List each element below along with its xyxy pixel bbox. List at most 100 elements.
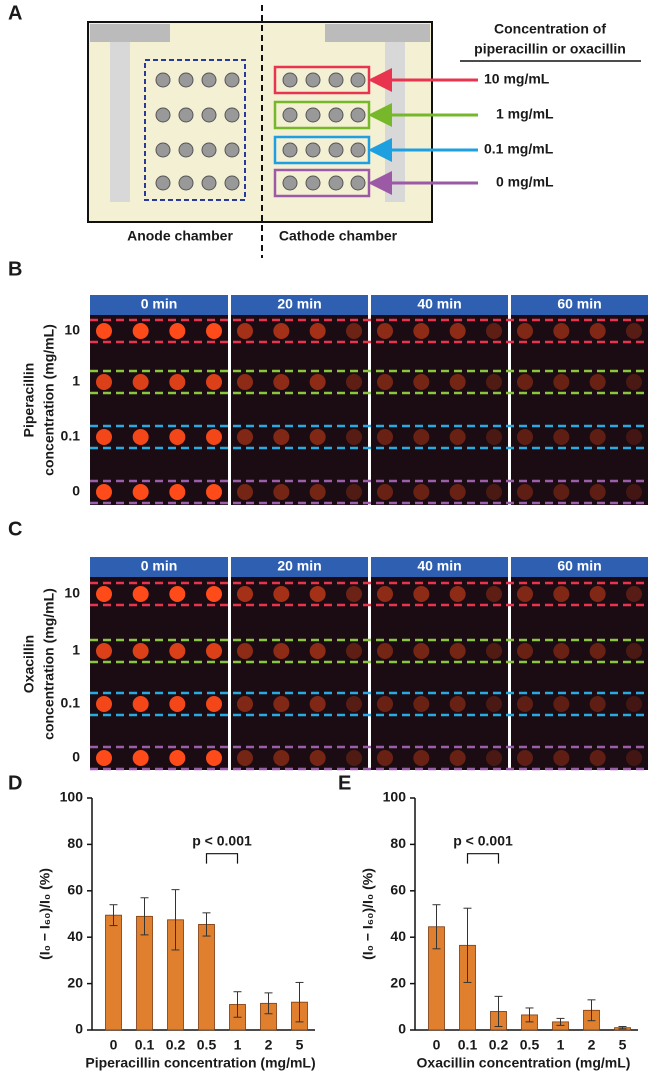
annotation: p < 0.001 (192, 832, 252, 848)
panel-label: E (338, 772, 351, 794)
row-label: 0.1 (61, 428, 81, 444)
significance-bracket (466, 853, 500, 864)
panel-label: D (8, 772, 22, 794)
well (449, 586, 466, 602)
well (206, 696, 222, 712)
time-label: 60 min (557, 558, 601, 574)
row-label: 1 mg/mL (496, 106, 554, 122)
well (377, 323, 393, 339)
well (589, 696, 606, 712)
well (309, 643, 326, 659)
x-tick-label: 0 (433, 1037, 441, 1053)
well (626, 429, 642, 445)
well (589, 643, 606, 659)
y-tick-label: 100 (383, 789, 407, 805)
well (346, 484, 362, 500)
well (589, 374, 606, 390)
error-bar (233, 991, 242, 1018)
time-header (90, 295, 228, 315)
well (237, 484, 253, 500)
well (553, 374, 570, 390)
well (169, 696, 186, 712)
error-bar (295, 981, 304, 1023)
row-label: 1 (72, 642, 80, 658)
legend-title: piperacillin or oxacillin (474, 41, 626, 57)
well (377, 484, 393, 500)
well (96, 643, 112, 659)
well (132, 586, 149, 602)
well (273, 586, 290, 602)
well (486, 323, 502, 339)
well (206, 374, 222, 390)
well (486, 374, 502, 390)
well (486, 643, 502, 659)
well (626, 323, 642, 339)
well (553, 696, 570, 712)
well (553, 323, 570, 339)
well (413, 484, 430, 500)
row-label: 1 (72, 373, 80, 389)
well (449, 429, 466, 445)
well (449, 750, 466, 766)
well (237, 750, 253, 766)
error-bar (432, 904, 441, 950)
well (626, 586, 642, 602)
well (132, 750, 149, 766)
error-bar (525, 1007, 534, 1023)
x-tick-label: 1 (557, 1037, 565, 1053)
well (309, 323, 326, 339)
error-bar (494, 995, 503, 1028)
chamber-label: Cathode chamber (279, 228, 398, 244)
well (413, 374, 430, 390)
well (169, 484, 186, 500)
row-label: 0 (72, 483, 80, 499)
x-tick-label: 1 (234, 1037, 242, 1053)
x-tick-label: 0.2 (489, 1037, 509, 1053)
well (206, 643, 222, 659)
x-tick-label: 0.1 (458, 1037, 478, 1053)
well (589, 429, 606, 445)
row-label: 0.1 (61, 695, 81, 711)
error-bar (171, 889, 180, 951)
well (96, 750, 112, 766)
well (169, 586, 186, 602)
well (449, 323, 466, 339)
well (413, 750, 430, 766)
error-bar (556, 1017, 565, 1026)
x-tick-label: 2 (265, 1037, 273, 1053)
time-header (511, 295, 648, 315)
y-label: Oxacillin (21, 635, 37, 693)
time-label: 0 min (141, 558, 178, 574)
error-bar (618, 1026, 627, 1030)
y-tick-label: 100 (60, 789, 84, 805)
time-header (231, 557, 368, 577)
well (273, 484, 290, 500)
y-label: Piperacillin (21, 363, 37, 438)
well (517, 429, 533, 445)
well (517, 484, 533, 500)
well (346, 586, 362, 602)
well (96, 429, 112, 445)
time-header (371, 295, 508, 315)
well (309, 696, 326, 712)
row-label: 10 (64, 585, 80, 601)
well (237, 374, 253, 390)
well (377, 429, 393, 445)
well (237, 429, 253, 445)
well (626, 374, 642, 390)
time-label: 40 min (417, 296, 461, 312)
well (517, 643, 533, 659)
time-header (511, 557, 648, 577)
well (589, 323, 606, 339)
well (273, 429, 290, 445)
well (553, 586, 570, 602)
x-tick-label: 0 (110, 1037, 118, 1053)
time-label: 60 min (557, 296, 601, 312)
well (449, 696, 466, 712)
well (449, 643, 466, 659)
well (273, 643, 290, 659)
well (517, 586, 533, 602)
well (413, 586, 430, 602)
bar (198, 924, 215, 1031)
well (346, 374, 362, 390)
